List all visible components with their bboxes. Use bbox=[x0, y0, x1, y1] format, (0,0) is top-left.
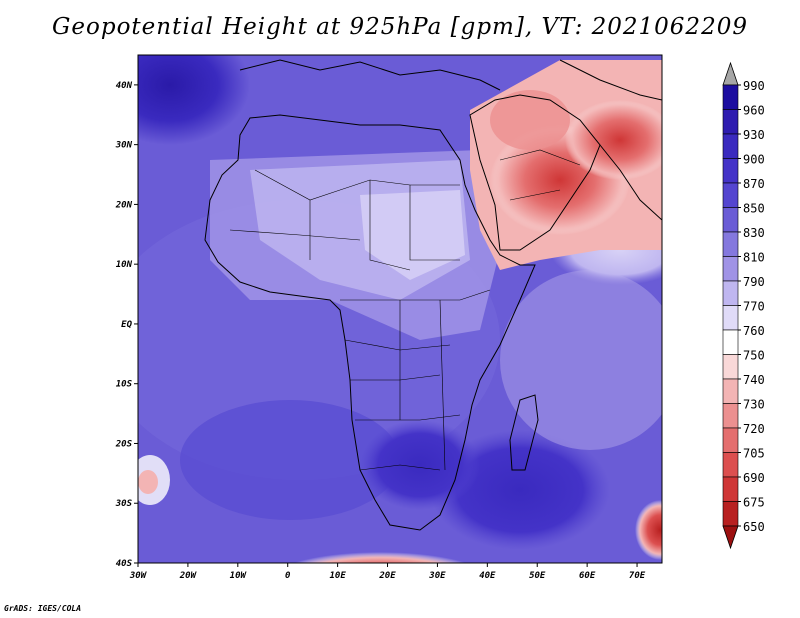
lat-label: EQ bbox=[121, 320, 132, 330]
colorbar-box bbox=[722, 133, 739, 159]
longitude-axis: 30W 20W 10W 0 10E 20E 30E 40E 50E 60E 70E bbox=[129, 563, 646, 581]
colorbar-box bbox=[722, 305, 739, 331]
colorbar-label: 900 bbox=[743, 153, 765, 167]
colorbar-box bbox=[722, 403, 739, 429]
lon-label: 0 bbox=[285, 571, 291, 581]
country-borders bbox=[229, 149, 581, 471]
coastlines bbox=[204, 59, 662, 531]
lat-label: 30S bbox=[115, 499, 133, 509]
latitude-axis: 40N 30N 20N 10N EQ 10S 20S 30S 40S bbox=[115, 81, 138, 569]
colorbar-box bbox=[722, 378, 739, 404]
colorbar-label: 705 bbox=[743, 447, 765, 461]
lon-label: 10E bbox=[329, 571, 346, 581]
contour-fill bbox=[138, 55, 662, 563]
lon-label: 30W bbox=[129, 571, 148, 581]
colorbar-label: 730 bbox=[743, 398, 765, 412]
colorbar-label: 990 bbox=[743, 79, 765, 93]
colorbar-box bbox=[722, 427, 739, 453]
lat-label: 20S bbox=[115, 439, 133, 449]
colorbar-box bbox=[722, 452, 739, 478]
colorbar-box bbox=[722, 280, 739, 306]
colorbar-label: 930 bbox=[743, 128, 765, 142]
colorbar-label: 690 bbox=[743, 471, 765, 485]
colorbar-label: 770 bbox=[743, 300, 765, 314]
lat-label: 10S bbox=[116, 380, 133, 390]
colorbar-label: 870 bbox=[743, 177, 765, 191]
colorbar-box bbox=[722, 158, 739, 184]
colorbar-box bbox=[722, 256, 739, 282]
colorbar: 990 960 930 900 870 850 830 810 790 770 760 750 740 7… bbox=[722, 61, 765, 550]
grads-credit: GrADS: IGES/COLA bbox=[4, 604, 82, 613]
lon-label: 70E bbox=[629, 571, 646, 581]
colorbar-box bbox=[722, 84, 739, 110]
lon-label: 40E bbox=[479, 571, 496, 581]
lon-label: 20E bbox=[378, 571, 396, 581]
colorbar-box bbox=[722, 354, 739, 380]
colorbar-top-arrow bbox=[722, 61, 739, 86]
colorbar-bottom-arrow bbox=[722, 525, 739, 550]
colorbar-box bbox=[722, 207, 739, 233]
colorbar-box bbox=[722, 182, 739, 208]
colorbar-label: 740 bbox=[743, 373, 765, 387]
lon-label: 50E bbox=[529, 571, 546, 581]
lon-label: 20W bbox=[179, 571, 198, 581]
colorbar-label: 720 bbox=[743, 422, 765, 436]
colorbar-box bbox=[722, 501, 739, 527]
colorbar-label: 760 bbox=[743, 324, 765, 338]
lon-label: 30E bbox=[428, 571, 446, 581]
colorbar-box bbox=[722, 231, 739, 257]
colorbar-box bbox=[722, 329, 739, 355]
lat-label: 40N bbox=[116, 81, 133, 91]
colorbar-label: 750 bbox=[743, 349, 765, 363]
colorbar-label: 960 bbox=[743, 104, 765, 118]
colorbar-label: 830 bbox=[743, 226, 765, 240]
lat-label: 40S bbox=[116, 559, 133, 569]
colorbar-box bbox=[722, 109, 739, 135]
lon-label: 10W bbox=[230, 571, 248, 581]
map-frame bbox=[137, 54, 663, 564]
lon-label: 60E bbox=[579, 571, 596, 581]
map-title: Geopotential Height at 925hPa [gpm], VT:… bbox=[52, 14, 748, 40]
colorbar-label: 810 bbox=[743, 251, 765, 265]
lat-label: 20N bbox=[115, 200, 133, 210]
colorbar-label: 650 bbox=[743, 520, 765, 534]
colorbar-label: 850 bbox=[743, 202, 765, 216]
lat-label: 30N bbox=[115, 141, 133, 151]
colorbar-box bbox=[722, 476, 739, 502]
colorbar-label: 675 bbox=[743, 496, 765, 510]
lat-label: 10N bbox=[116, 260, 133, 270]
colorbar-label: 790 bbox=[743, 275, 765, 289]
